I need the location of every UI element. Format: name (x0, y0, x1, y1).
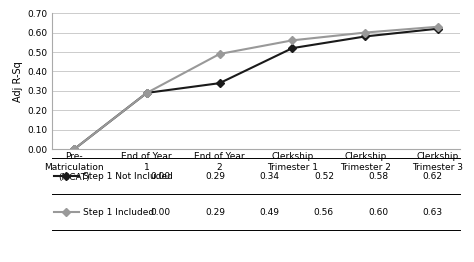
Text: Step 1 Not Included: Step 1 Not Included (82, 172, 173, 181)
Step 1 Not Included (290, 47, 295, 50)
Text: 0.00: 0.00 (151, 208, 171, 217)
Text: 0.58: 0.58 (368, 172, 388, 181)
Step 1 Not Included (362, 35, 368, 38)
Text: 0.49: 0.49 (260, 208, 280, 217)
Step 1 Included (144, 91, 150, 95)
Step 1 Included (362, 31, 368, 34)
Line: Step 1 Included: Step 1 Included (71, 24, 441, 152)
Step 1 Included (71, 148, 77, 151)
Step 1 Not Included (144, 91, 150, 95)
Y-axis label: Adj R-Sq: Adj R-Sq (13, 61, 23, 102)
Step 1 Included (435, 25, 441, 28)
Step 1 Included (290, 39, 295, 42)
Text: 0.52: 0.52 (314, 172, 334, 181)
Text: 0.63: 0.63 (422, 208, 443, 217)
Text: 0.29: 0.29 (205, 172, 225, 181)
Step 1 Not Included (71, 148, 77, 151)
Text: 0.62: 0.62 (423, 172, 443, 181)
Line: Step 1 Not Included: Step 1 Not Included (71, 26, 441, 152)
Step 1 Included (217, 52, 222, 56)
Step 1 Not Included (217, 81, 222, 85)
Text: 0.60: 0.60 (368, 208, 388, 217)
Text: 0.34: 0.34 (260, 172, 280, 181)
Text: 0.00: 0.00 (151, 172, 171, 181)
Text: 0.56: 0.56 (314, 208, 334, 217)
Text: Step 1 Included: Step 1 Included (82, 208, 154, 217)
Text: 0.29: 0.29 (205, 208, 225, 217)
Step 1 Not Included (435, 27, 441, 30)
